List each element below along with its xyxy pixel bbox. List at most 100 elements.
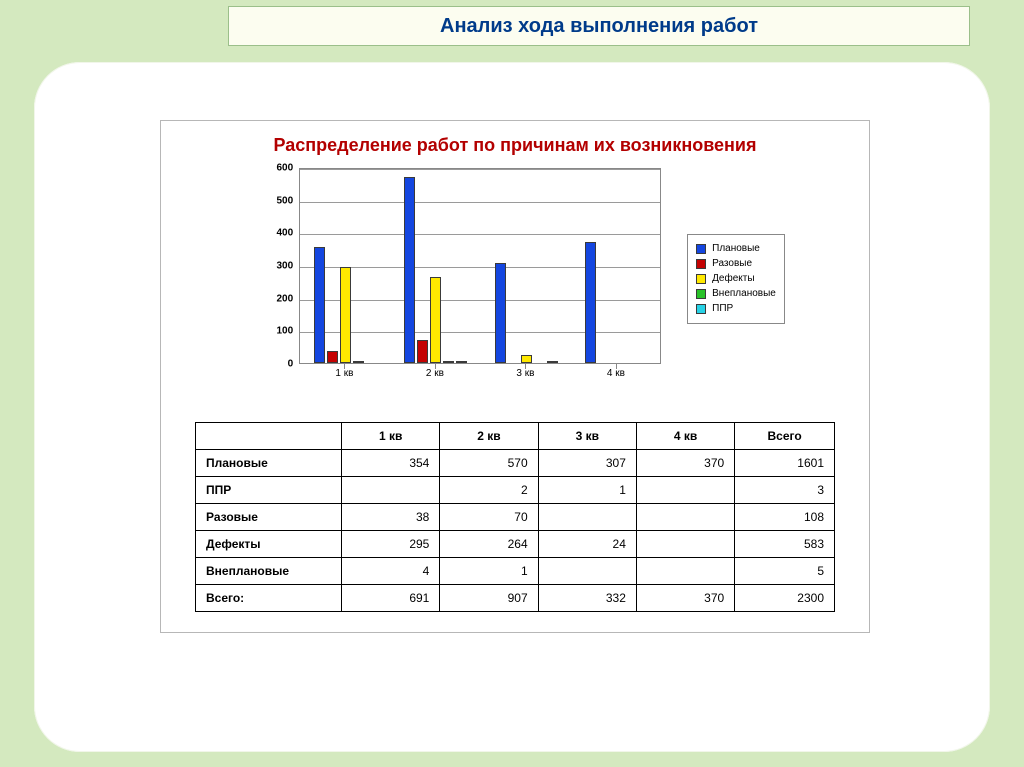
table-cell	[636, 531, 734, 558]
table-cell	[538, 504, 636, 531]
legend-label: Дефекты	[712, 272, 754, 286]
table-row: Дефекты29526424 583	[196, 531, 835, 558]
row-label: Внеплановые	[196, 558, 342, 585]
page-title-bar: Анализ хода выполнения работ	[228, 6, 970, 46]
legend-item: Разовые	[696, 257, 776, 271]
table-cell	[636, 477, 734, 504]
table-cell: 4	[342, 558, 440, 585]
bar	[430, 277, 441, 363]
table-cell: 1	[440, 558, 538, 585]
plot-area	[299, 168, 661, 364]
legend-swatch	[696, 244, 706, 254]
bar	[417, 340, 428, 363]
data-table: 1 кв2 кв3 кв4 квВсего Плановые3545703073…	[195, 422, 835, 612]
page: Анализ хода выполнения работ Распределен…	[0, 0, 1024, 767]
y-tick-label: 500	[245, 195, 293, 206]
table-row: Всего:6919073323702300	[196, 585, 835, 612]
gridline	[300, 202, 660, 203]
gridline	[300, 332, 660, 333]
table-cell: 691	[342, 585, 440, 612]
chart-title: Распределение работ по причинам их возни…	[175, 135, 855, 156]
y-tick-label: 200	[245, 293, 293, 304]
table-row: ППР 21 3	[196, 477, 835, 504]
chart-legend: ПлановыеРазовыеДефектыВнеплановыеППР	[687, 234, 785, 324]
bar	[521, 355, 532, 363]
x-tick-label: 1 кв	[335, 368, 353, 379]
table-cell: 332	[538, 585, 636, 612]
legend-label: ППР	[712, 302, 733, 316]
table-cell: 264	[440, 531, 538, 558]
table-column-header: Всего	[735, 423, 835, 450]
table-cell: 1	[538, 477, 636, 504]
legend-item: Внеплановые	[696, 287, 776, 301]
page-title: Анализ хода выполнения работ	[440, 15, 758, 38]
legend-swatch	[696, 259, 706, 269]
table-column-header: 4 кв	[636, 423, 734, 450]
bar	[495, 263, 506, 363]
table-cell: 583	[735, 531, 835, 558]
table-cell: 1601	[735, 450, 835, 477]
table-corner	[196, 423, 342, 450]
table-cell: 370	[636, 585, 734, 612]
bar	[547, 361, 558, 363]
table-cell: 2	[440, 477, 538, 504]
table-cell: 295	[342, 531, 440, 558]
legend-label: Плановые	[712, 242, 760, 256]
legend-swatch	[696, 289, 706, 299]
table-column-header: 3 кв	[538, 423, 636, 450]
y-tick-label: 300	[245, 261, 293, 272]
bar	[404, 177, 415, 363]
y-tick-label: 100	[245, 326, 293, 337]
table-cell: 307	[538, 450, 636, 477]
table-row: Плановые3545703073701601	[196, 450, 835, 477]
table-cell: 24	[538, 531, 636, 558]
x-tick-label: 3 кв	[516, 368, 534, 379]
bar	[585, 242, 596, 363]
table-cell: 907	[440, 585, 538, 612]
table-column-header: 1 кв	[342, 423, 440, 450]
gridline	[300, 300, 660, 301]
table-row: Разовые3870108	[196, 504, 835, 531]
table-cell: 354	[342, 450, 440, 477]
table-cell: 370	[636, 450, 734, 477]
bar	[456, 361, 467, 363]
bar	[353, 361, 364, 363]
y-tick-label: 0	[245, 359, 293, 370]
legend-label: Внеплановые	[712, 287, 776, 301]
table-cell	[636, 558, 734, 585]
bar	[327, 351, 338, 363]
chart-row: 01002003004005006001 кв2 кв3 кв4 кв План…	[175, 164, 855, 394]
bar	[340, 267, 351, 363]
table-header-row: 1 кв2 кв3 кв4 квВсего	[196, 423, 835, 450]
gridline	[300, 234, 660, 235]
table-cell: 108	[735, 504, 835, 531]
table-column-header: 2 кв	[440, 423, 538, 450]
bar	[314, 247, 325, 363]
legend-item: ППР	[696, 302, 776, 316]
bar	[443, 361, 454, 363]
table-cell: 38	[342, 504, 440, 531]
row-label: Всего:	[196, 585, 342, 612]
row-label: ППР	[196, 477, 342, 504]
legend-item: Плановые	[696, 242, 776, 256]
legend-swatch	[696, 274, 706, 284]
table-cell	[538, 558, 636, 585]
gridline	[300, 267, 660, 268]
table-cell: 5	[735, 558, 835, 585]
y-tick-label: 600	[245, 163, 293, 174]
legend-swatch	[696, 304, 706, 314]
content-card: Распределение работ по причинам их возни…	[160, 120, 870, 633]
table-cell	[636, 504, 734, 531]
row-label: Дефекты	[196, 531, 342, 558]
table-cell: 570	[440, 450, 538, 477]
chart-box: 01002003004005006001 кв2 кв3 кв4 кв	[245, 164, 675, 394]
legend-label: Разовые	[712, 257, 752, 271]
table-cell: 3	[735, 477, 835, 504]
gridline	[300, 169, 660, 170]
table-cell: 2300	[735, 585, 835, 612]
table-row: Внеплановые41 5	[196, 558, 835, 585]
x-tick-label: 2 кв	[426, 368, 444, 379]
table-cell: 70	[440, 504, 538, 531]
table-cell	[342, 477, 440, 504]
row-label: Плановые	[196, 450, 342, 477]
